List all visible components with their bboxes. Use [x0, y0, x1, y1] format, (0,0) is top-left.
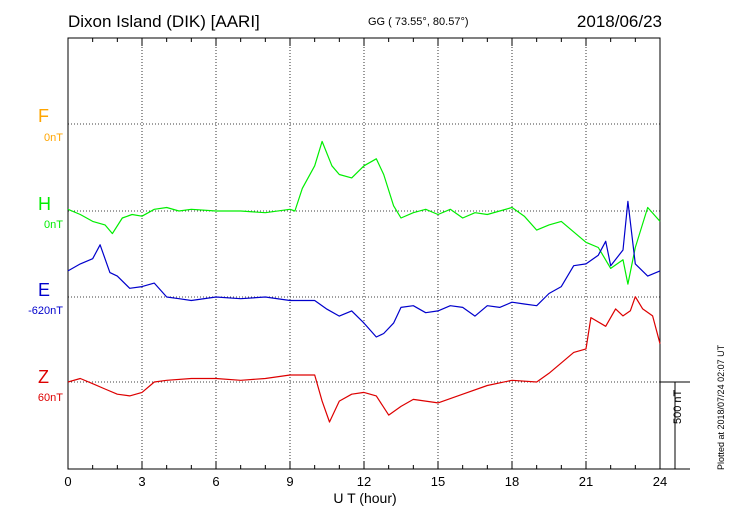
- station-title: Dixon Island (DIK) [AARI]: [68, 12, 260, 31]
- x-tick-label: 15: [430, 474, 446, 489]
- series-line-e: [67, 200, 661, 338]
- date-label: 2018/06/23: [576, 12, 662, 31]
- component-e-baseline: -620nT: [28, 305, 63, 317]
- series-line-h: [67, 140, 661, 285]
- plotted-timestamp: Plotted at 2018/07/24 02:07 UT: [716, 344, 726, 470]
- x-tick-label: 24: [652, 474, 668, 489]
- component-e-label: E: [38, 280, 51, 300]
- scale-bar: [660, 381, 690, 470]
- component-h-label: H: [38, 194, 51, 214]
- x-tick-label: 18: [504, 474, 520, 489]
- x-tick-label: 0: [64, 474, 72, 489]
- x-tick-label: 12: [356, 474, 372, 489]
- x-tick-label: 3: [138, 474, 146, 489]
- scale-bar-label: 500 nT: [672, 389, 684, 424]
- component-z-label: Z: [38, 367, 49, 387]
- component-h-baseline: 0nT: [44, 219, 63, 231]
- x-tick-label: 9: [286, 474, 294, 489]
- x-tick-label: 21: [578, 474, 594, 489]
- coords-label: GG ( 73.55°, 80.57°): [368, 16, 469, 28]
- x-tick-label: 6: [212, 474, 220, 489]
- component-f-label: F: [38, 106, 49, 126]
- x-axis-label: U T (hour): [333, 490, 397, 506]
- component-f-baseline: 0nT: [44, 132, 63, 144]
- component-z-baseline: 60nT: [37, 392, 63, 404]
- series-line-z: [67, 296, 661, 423]
